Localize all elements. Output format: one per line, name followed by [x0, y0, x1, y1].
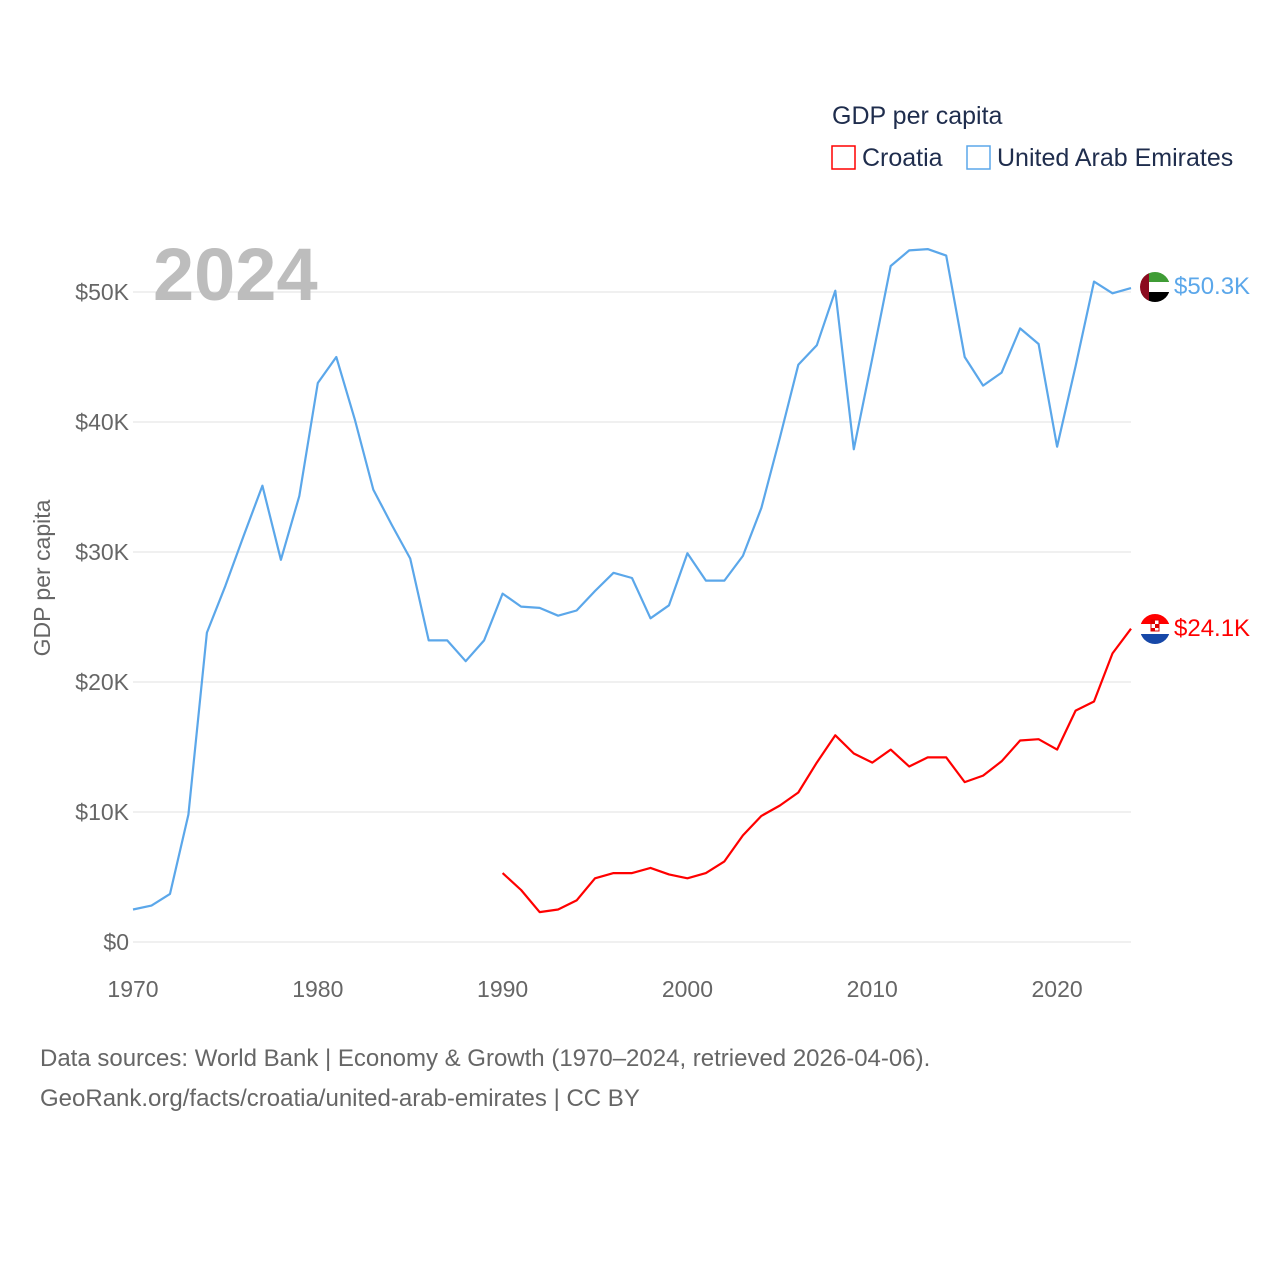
croatia-end-label: $24.1K	[1174, 615, 1250, 642]
y-tick-label: $20K	[75, 669, 129, 695]
year-label: 2024	[153, 233, 318, 316]
y-tick-label: $10K	[75, 799, 129, 825]
x-tick-label: 1970	[107, 976, 158, 1002]
x-tick-label: 2000	[662, 976, 713, 1002]
y-tick-label: $0	[103, 929, 129, 955]
series-line-united-arab-emirates	[132, 248, 1132, 911]
x-tick-label: 2010	[847, 976, 898, 1002]
legend-label-uae: United Arab Emirates	[997, 144, 1233, 172]
legend-swatch-uae	[966, 145, 991, 170]
uae-flag-icon	[1140, 272, 1170, 302]
y-tick-label: $50K	[75, 279, 129, 305]
series-line-croatia	[501, 628, 1132, 914]
legend-label-croatia: Croatia	[862, 144, 943, 172]
footer-sources: Data sources: World Bank | Economy & Gro…	[40, 1045, 931, 1072]
croatia-flag-icon	[1140, 614, 1170, 644]
uae-end-label: $50.3K	[1174, 273, 1250, 300]
x-tick-label: 1980	[292, 976, 343, 1002]
x-tick-label: 1990	[477, 976, 528, 1002]
legend-title: GDP per capita	[832, 102, 1003, 130]
y-tick-label: $40K	[75, 409, 129, 435]
y-tick-label: $30K	[75, 539, 129, 565]
footer-link[interactable]: GeoRank.org/facts/croatia/united-arab-em…	[40, 1085, 640, 1112]
legend-swatch-croatia	[831, 145, 856, 170]
x-tick-label: 2020	[1031, 976, 1082, 1002]
y-axis-label: GDP per capita	[29, 499, 55, 656]
